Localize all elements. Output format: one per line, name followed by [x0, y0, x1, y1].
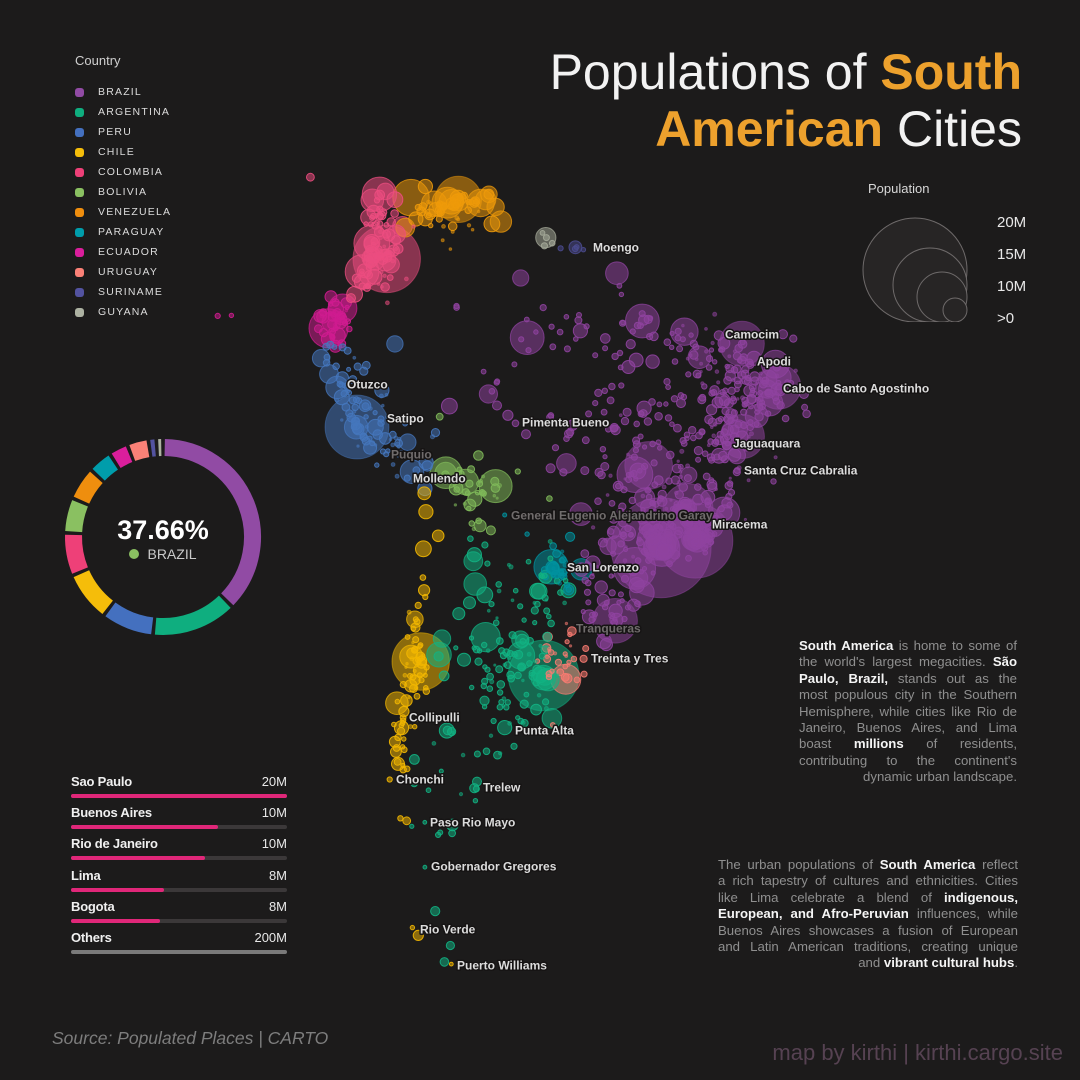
svg-text:Mollendo: Mollendo: [413, 472, 466, 486]
svg-text:Treinta y Tres: Treinta y Tres: [591, 652, 669, 666]
svg-text:Puquio: Puquio: [391, 448, 432, 462]
svg-text:General Eugenio Alejandrino Ga: General Eugenio Alejandrino Garay: [511, 509, 713, 523]
svg-text:Miracema: Miracema: [712, 518, 768, 532]
svg-text:Camocim: Camocim: [725, 328, 779, 342]
svg-text:Gobernador Gregores: Gobernador Gregores: [431, 860, 557, 874]
svg-text:Punta Alta: Punta Alta: [515, 724, 574, 738]
svg-text:Chonchi: Chonchi: [396, 773, 444, 787]
svg-text:Jaguaquara: Jaguaquara: [733, 437, 801, 451]
svg-text:Cabo de Santo Agostinho: Cabo de Santo Agostinho: [783, 382, 929, 396]
svg-text:San Lorenzo: San Lorenzo: [567, 561, 639, 575]
svg-text:Pimenta Bueno: Pimenta Bueno: [522, 416, 609, 430]
svg-text:Rio Verde: Rio Verde: [420, 923, 476, 937]
svg-text:Trelew: Trelew: [483, 781, 521, 795]
svg-text:Otuzco: Otuzco: [347, 378, 388, 392]
svg-text:Collipulli: Collipulli: [409, 711, 460, 725]
svg-text:Paso Rio Mayo: Paso Rio Mayo: [430, 816, 515, 830]
svg-text:Santa Cruz Cabralia: Santa Cruz Cabralia: [744, 464, 858, 478]
svg-text:Tranqueras: Tranqueras: [576, 622, 641, 636]
svg-text:Puerto Williams: Puerto Williams: [457, 959, 547, 973]
svg-text:Moengo: Moengo: [593, 241, 639, 255]
svg-text:Apodi: Apodi: [757, 355, 791, 369]
svg-text:Satipo: Satipo: [387, 412, 424, 426]
